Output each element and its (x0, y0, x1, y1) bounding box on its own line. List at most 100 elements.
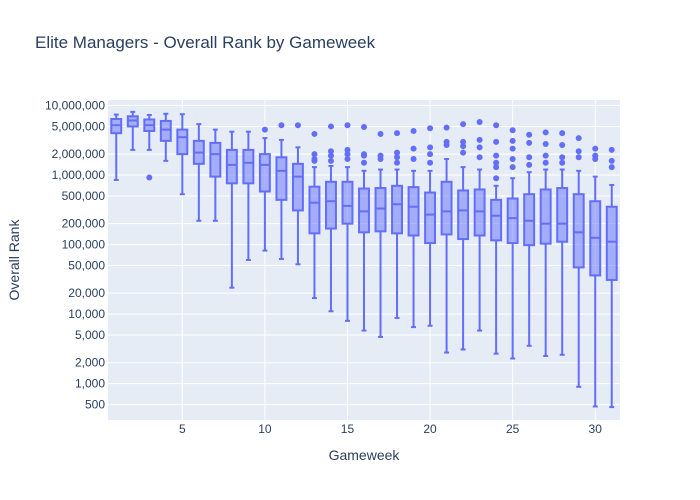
y-tick-label: 5,000,000 (52, 119, 106, 133)
outlier-point (261, 126, 268, 133)
box-iqr (176, 128, 189, 156)
box-gameweek-10 (258, 126, 271, 252)
box-iqr (341, 180, 354, 225)
box-iqr (391, 184, 403, 235)
x-tick-label: 20 (423, 422, 437, 436)
box-gameweek-28 (556, 130, 569, 356)
box-iqr (490, 198, 503, 242)
outlier-point (493, 138, 500, 145)
outlier-point (344, 151, 351, 158)
outlier-point (427, 144, 434, 151)
x-tick-label: 5 (179, 422, 186, 436)
outlier-point (361, 124, 367, 131)
box-iqr (291, 162, 304, 212)
outlier-point (460, 143, 467, 150)
outlier-point (526, 154, 533, 161)
y-tick-label: 20,000 (68, 286, 105, 300)
box-gameweek-27 (539, 129, 552, 357)
y-tick-label: 1,000 (75, 377, 105, 391)
y-tick-label: 10,000 (68, 307, 105, 321)
outlier-point (509, 137, 516, 144)
box-iqr (225, 148, 238, 185)
outlier-point (311, 130, 318, 137)
outlier-point (443, 138, 450, 145)
outlier-point (294, 122, 301, 129)
box-iqr (556, 187, 569, 243)
box-iqr (275, 156, 288, 201)
y-tick-label: 1,000,000 (52, 168, 106, 182)
y-tick-label: 5,000 (75, 328, 105, 342)
box-gameweek-25 (506, 127, 519, 360)
box-iqr (242, 148, 255, 185)
box-iqr (457, 189, 470, 241)
x-tick-label: 10 (258, 422, 272, 436)
outlier-point (559, 130, 566, 137)
box-gameweek-26 (523, 131, 536, 347)
box-gameweek-29 (572, 135, 585, 388)
box-iqr (424, 191, 437, 245)
box-iqr (159, 119, 172, 142)
outlier-point (427, 125, 434, 132)
outlier-point (146, 174, 153, 181)
outlier-point (476, 154, 483, 161)
box-gameweek-7 (209, 128, 222, 222)
outlier-point (311, 151, 318, 158)
outlier-point (344, 122, 351, 129)
outlier-point (526, 161, 533, 168)
x-tick-label: 25 (506, 422, 520, 436)
outlier-point (394, 159, 401, 166)
box-gameweek-19 (407, 127, 420, 329)
outlier-point (394, 130, 401, 137)
box-gameweek-30 (589, 145, 602, 408)
box-gameweek-18 (391, 130, 403, 319)
outlier-point (476, 118, 483, 125)
box-gameweek-9 (242, 130, 255, 261)
outlier-point (575, 148, 582, 155)
y-tick-label: 200,000 (62, 217, 106, 231)
outlier-point (559, 154, 566, 161)
box-iqr (440, 180, 453, 236)
outlier-point (460, 149, 467, 156)
box-gameweek-16 (358, 124, 370, 332)
box-iqr (325, 180, 337, 230)
y-axis-ticks: 500 1,000 2,000 5,000 10,000 20,000 50,000 100,… (45, 99, 105, 412)
y-tick-label: 2,000 (75, 356, 105, 370)
box-iqr (258, 153, 271, 193)
box-gameweek-23 (473, 118, 486, 332)
box-gameweek-13 (308, 130, 321, 300)
box-gameweek-21 (440, 124, 453, 354)
outlier-point (410, 156, 417, 163)
outlier-point (493, 164, 500, 171)
outlier-point (509, 164, 516, 171)
outlier-point (493, 152, 500, 159)
x-tick-label: 30 (589, 422, 603, 436)
outlier-point (344, 146, 351, 153)
box-gameweek-24 (490, 122, 503, 355)
box-gameweek-8 (225, 130, 238, 289)
box-iqr (539, 188, 552, 245)
outlier-point (394, 149, 401, 156)
outlier-point (327, 157, 334, 164)
y-tick-label: 500 (85, 398, 105, 412)
outlier-point (278, 122, 285, 129)
y-tick-label: 2,000,000 (52, 147, 106, 161)
y-tick-label: 100,000 (62, 238, 106, 252)
box-gameweek-5 (176, 113, 189, 196)
outlier-point (394, 154, 401, 161)
outlier-point (542, 152, 549, 159)
outlier-point (311, 156, 318, 163)
outlier-point (493, 159, 500, 166)
outlier-point (509, 145, 516, 152)
y-tick-label: 50,000 (68, 259, 105, 273)
outlier-point (361, 159, 367, 166)
x-axis-ticks: 5 10 15 20 25 30 (179, 422, 602, 436)
box-gameweek-17 (374, 130, 387, 338)
outlier-point (476, 136, 483, 143)
outlier-point (608, 146, 615, 153)
outlier-point (526, 131, 533, 138)
box-iqr (473, 188, 486, 237)
box-gameweek-11 (275, 122, 288, 261)
outlier-point (427, 159, 434, 166)
outlier-point (542, 159, 549, 166)
